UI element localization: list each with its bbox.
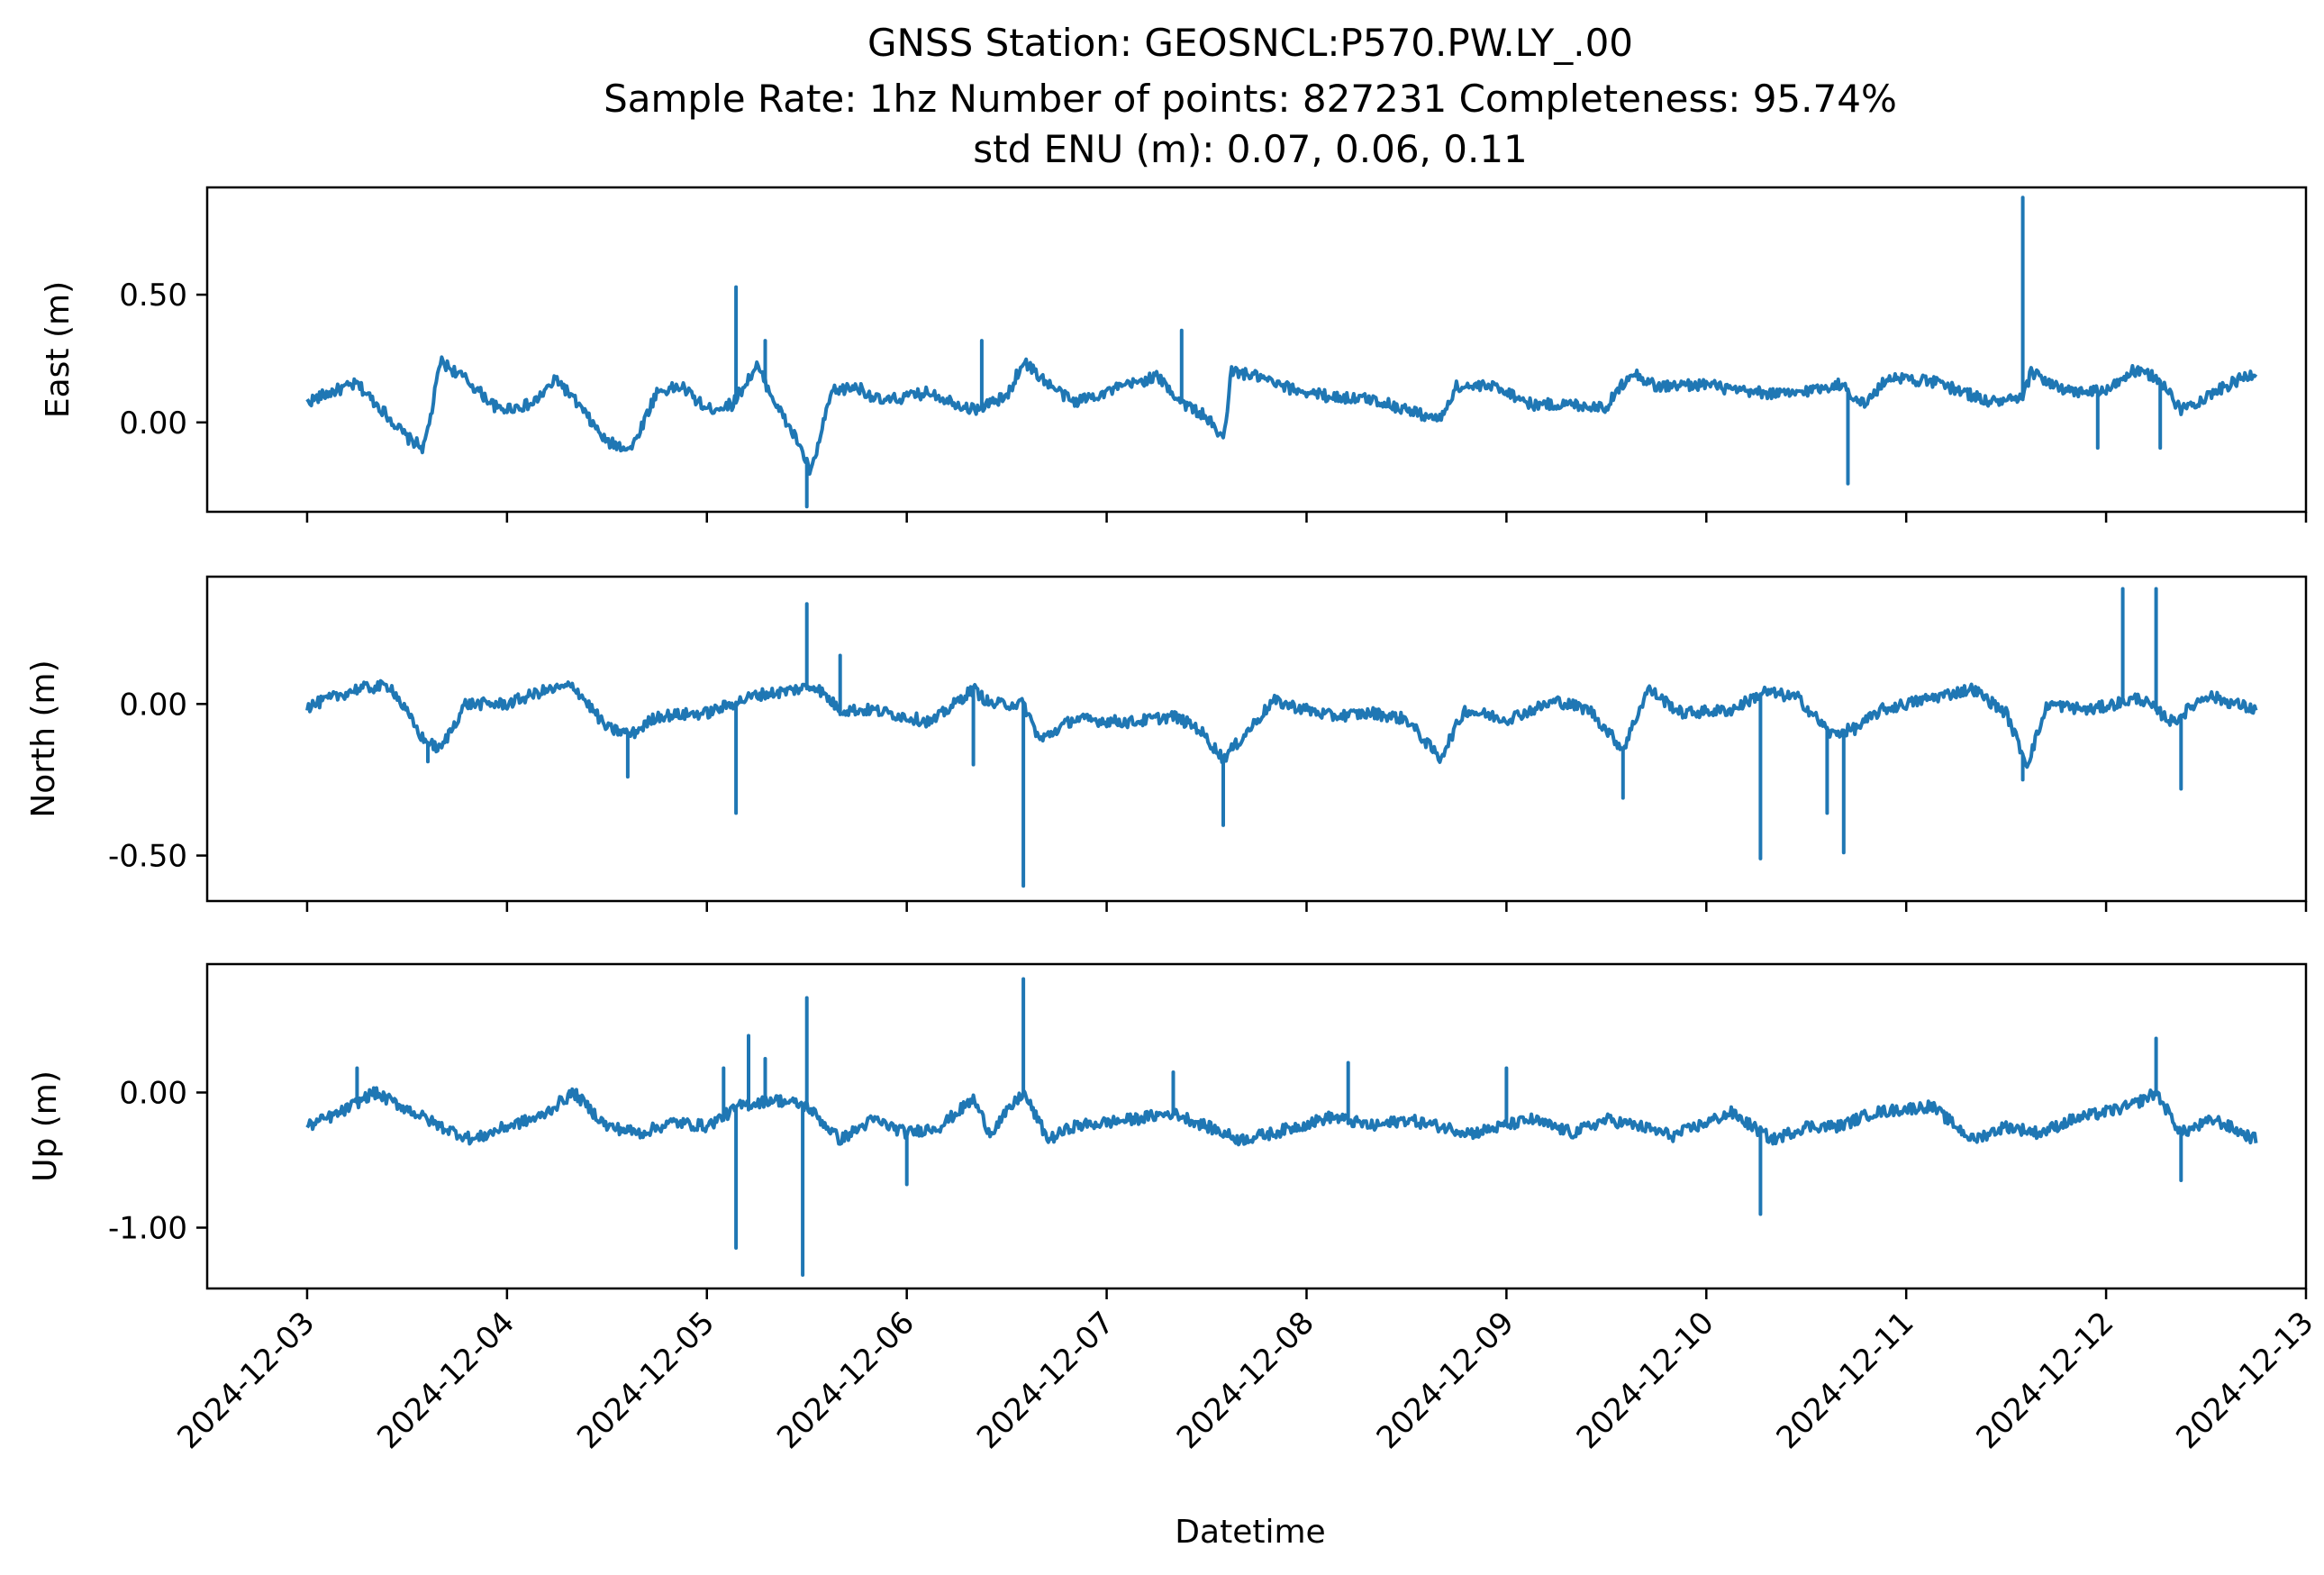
east-y-ticks: 0.50 0.00 <box>119 278 207 442</box>
title-line-2: Sample Rate: 1hz Number of points: 82723… <box>604 77 1897 121</box>
up-x-ticks <box>305 1288 2308 1299</box>
up-plot-area <box>205 962 2308 1290</box>
x-tick-label-8: 2024-12-11 <box>1770 1305 1921 1456</box>
title-line-1: GNSS Station: GEOSNCL:P570.PW.LY_.00 <box>867 21 1633 65</box>
x-tick-label-9: 2024-12-12 <box>1969 1305 2120 1456</box>
east-series-line <box>305 196 2258 509</box>
x-tick-label-0: 2024-12-03 <box>170 1305 322 1456</box>
up-y-axis-label: Up (m) <box>27 1070 64 1182</box>
panel-north: North (m) 0.00 -0.50 <box>25 575 2308 912</box>
east-y-tick-label-0: 0.50 <box>119 278 187 314</box>
x-tick-label-5: 2024-12-08 <box>1170 1305 1321 1456</box>
north-plot-area <box>205 575 2308 903</box>
x-tick-label-7: 2024-12-10 <box>1570 1305 1721 1456</box>
east-plot-area <box>205 186 2308 514</box>
east-y-tick-label-1: 0.00 <box>119 405 187 442</box>
chart-title: GNSS Station: GEOSNCL:P570.PW.LY_.00 Sam… <box>604 21 1897 171</box>
x-tick-label-2: 2024-12-05 <box>570 1305 722 1456</box>
x-tick-labels: 2024-12-03 2024-12-04 2024-12-05 2024-12-06… <box>170 1305 2320 1456</box>
x-axis-label: Datetime <box>1175 1514 1325 1551</box>
north-series-line <box>305 587 2258 888</box>
north-x-ticks <box>305 901 2308 912</box>
east-x-ticks <box>305 512 2308 523</box>
x-tick-label-4: 2024-12-07 <box>970 1305 1121 1456</box>
title-line-3: std ENU (m): 0.07, 0.06, 0.11 <box>973 127 1528 171</box>
up-y-tick-label-0: 0.00 <box>119 1076 187 1112</box>
north-y-ticks: 0.00 -0.50 <box>108 687 207 875</box>
east-y-axis-label: East (m) <box>40 281 77 418</box>
x-tick-label-6: 2024-12-09 <box>1370 1305 1521 1456</box>
up-y-tick-label-1: -1.00 <box>108 1211 187 1247</box>
x-tick-label-1: 2024-12-04 <box>370 1305 522 1456</box>
up-series-line <box>305 977 2258 1277</box>
up-y-ticks: 0.00 -1.00 <box>108 1076 207 1247</box>
panel-east: East (m) 0.50 0.00 <box>40 186 2308 523</box>
north-y-tick-label-1: -0.50 <box>108 839 187 875</box>
x-tick-label-10: 2024-12-13 <box>2169 1305 2320 1456</box>
panel-up: Up (m) 0.00 -1.00 <box>27 962 2308 1299</box>
x-tick-label-3: 2024-12-06 <box>770 1305 921 1456</box>
north-y-axis-label: North (m) <box>25 660 62 817</box>
north-y-tick-label-0: 0.00 <box>119 687 187 723</box>
